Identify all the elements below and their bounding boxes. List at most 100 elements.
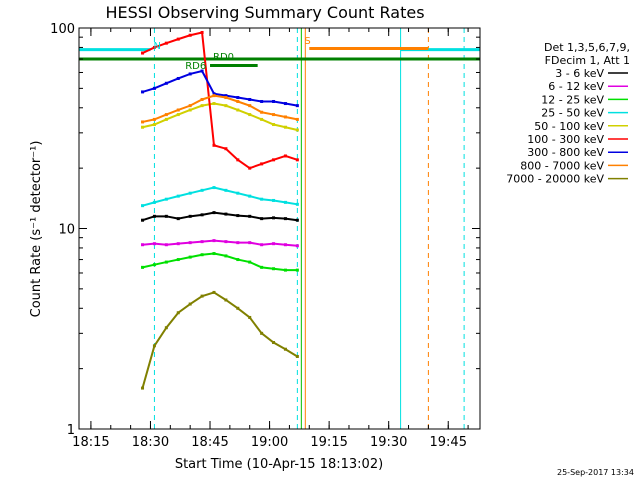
legend-label: 50 - 100 keV [534,120,604,133]
data-point [248,260,252,264]
y-axis-label: Count Rate (s⁻¹ detector⁻¹) [29,141,44,318]
annotation-label: RD6 [185,61,206,72]
data-point [200,213,204,217]
data-point [164,260,168,264]
data-point [248,241,252,245]
data-point [260,110,264,114]
data-point [283,217,287,221]
data-point [152,200,156,204]
data-point [152,214,156,218]
data-point [295,218,299,222]
data-point [164,326,168,330]
legend: Det 1,3,5,6,7,9,FDecim 1, Att 13 - 6 keV… [506,41,630,186]
data-point [224,212,228,216]
data-point [141,243,145,247]
data-point [224,94,228,98]
data-point [164,81,168,85]
data-point [176,258,180,262]
series-line-3 [142,186,298,207]
data-point [295,202,299,206]
legend-label: 7000 - 20000 keV [506,173,604,186]
y-tick-label: 1 [67,423,75,438]
data-point [260,99,264,103]
data-point [260,331,264,335]
legend-label: 300 - 800 keV [527,146,604,159]
data-point [272,113,276,117]
data-point [248,315,252,319]
series-line-6 [142,69,298,107]
data-point [212,252,216,256]
data-point [164,113,168,117]
data-point [295,117,299,121]
data-point [283,268,287,272]
data-point [200,253,204,257]
data-point [283,154,287,158]
legend-label: 25 - 50 keV [541,107,604,120]
data-point [176,76,180,80]
legend-label: 12 - 25 keV [541,93,604,106]
series-line-2 [142,252,298,272]
data-point [295,354,299,358]
data-point [283,200,287,204]
x-axis: 18:15 18:30 18:45 19:00 19:15 19:30 19:45 [72,28,469,450]
data-point [176,217,180,221]
data-point [164,214,168,218]
data-point [152,242,156,246]
data-point [141,386,145,390]
data-point [236,108,240,112]
data-point [224,147,228,151]
series-line-0 [142,211,298,222]
data-point [224,96,228,100]
data-point [224,104,228,108]
data-point [152,123,156,127]
data-point [141,125,145,129]
data-point [283,102,287,106]
x-tick-label: 19:00 [251,435,288,450]
data-point [152,86,156,90]
x-tick-label: 19:30 [370,435,407,450]
data-point [236,96,240,100]
data-point [188,72,192,76]
data-point [200,240,204,244]
series-line-1 [142,239,298,247]
data-point [272,99,276,103]
data-point [248,194,252,198]
data-point [200,188,204,192]
data-point [224,254,228,258]
data-point [260,243,264,247]
legend-label: 3 - 6 keV [555,67,604,80]
data-point [236,258,240,262]
data-point [272,341,276,345]
data-point [200,104,204,108]
data-point [236,306,240,310]
data-point [152,117,156,121]
legend-header: FDecim 1, Att 1 [545,54,630,67]
data-point [260,117,264,121]
data-point [188,104,192,108]
data-point [188,302,192,306]
data-point [295,244,299,248]
data-point [248,97,252,101]
data-point [141,90,145,94]
data-point [283,347,287,351]
data-point [152,263,156,267]
data-point [188,214,192,218]
data-point [224,240,228,244]
plot-area: N RD6 RD0 S [78,28,480,429]
data-point [212,211,216,215]
series-line-8 [141,291,298,389]
chart-title: HESSI Observing Summary Count Rates [105,3,424,22]
legend-header: Det 1,3,5,6,7,9, [544,41,630,54]
data-point [141,204,145,208]
data-point [212,92,216,96]
data-point [188,241,192,245]
series-line-7 [142,94,298,123]
series-line-5 [142,31,298,170]
data-point [236,99,240,103]
data-point [164,197,168,201]
data-point [152,45,156,49]
data-point [272,123,276,127]
y-tick-label: 100 [50,22,75,37]
x-tick-label: 18:45 [191,435,228,450]
data-point [272,216,276,220]
